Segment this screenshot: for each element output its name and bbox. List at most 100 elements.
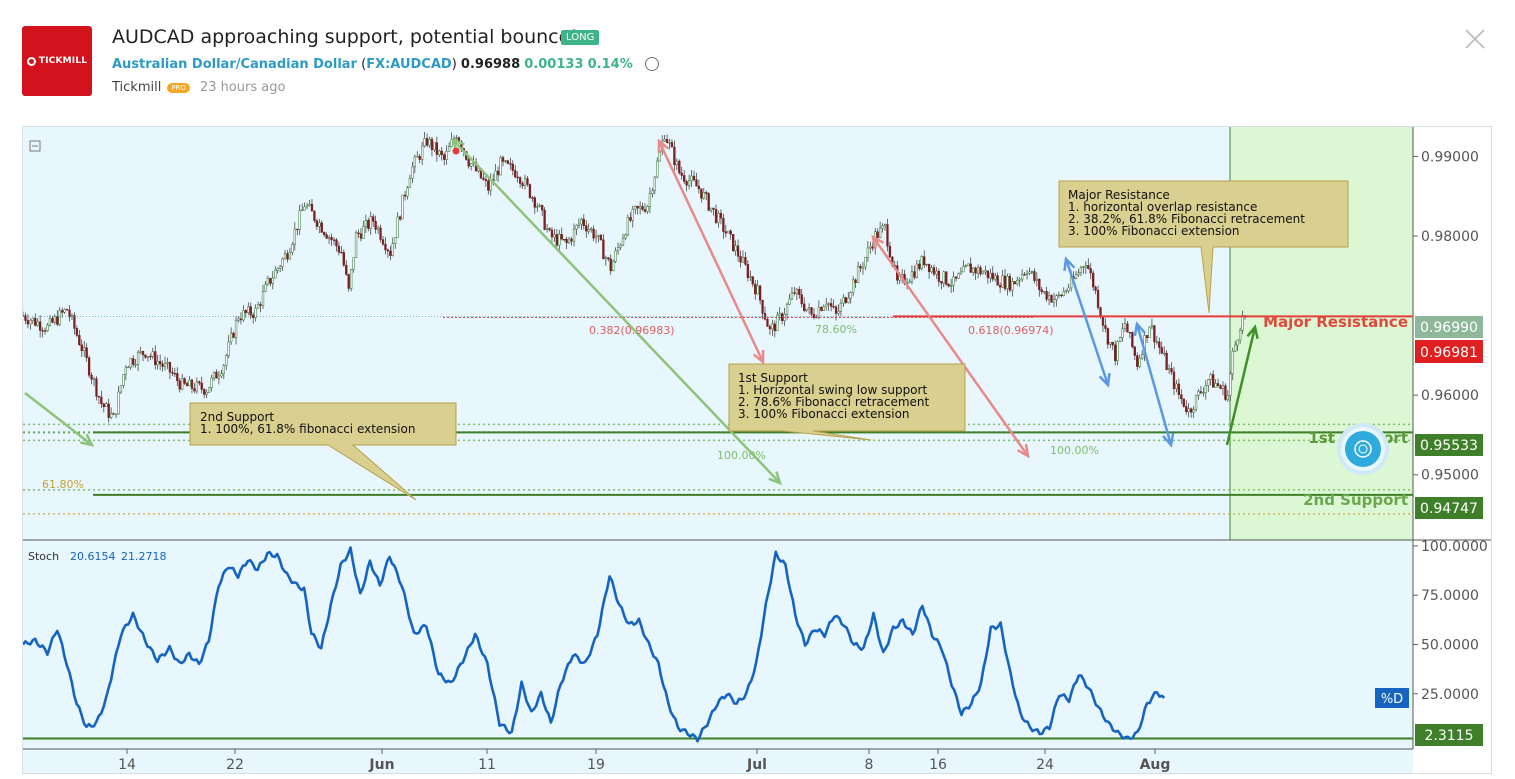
candle-body <box>673 146 676 166</box>
candle-body <box>506 160 510 164</box>
alarm-clock-icon[interactable] <box>644 56 659 71</box>
support2-price: 0.94747 <box>1420 501 1478 517</box>
candle-body <box>1118 337 1122 342</box>
symbol-change: 0.00133 <box>524 57 584 72</box>
candle-body <box>609 258 612 272</box>
support1-price: 0.95533 <box>1420 438 1478 454</box>
candle-body <box>95 378 98 397</box>
candle-body <box>565 238 568 244</box>
candle-body <box>969 263 972 273</box>
candle-body <box>643 209 647 212</box>
candle-body <box>781 313 784 321</box>
candle-body <box>1199 391 1203 393</box>
candle-body <box>51 318 54 323</box>
candle-body <box>602 239 605 260</box>
candle-body <box>303 206 306 211</box>
candle-body <box>340 252 343 254</box>
last-price-tag: 0.96981 <box>1415 340 1483 363</box>
candle-body <box>1096 290 1100 308</box>
candle-body <box>1167 368 1171 370</box>
candle-body <box>908 281 911 284</box>
candle-body <box>350 269 353 289</box>
stoch-title: Stoch <box>28 550 59 563</box>
symbol-name-link[interactable]: Australian Dollar/Canadian Dollar <box>112 57 357 72</box>
candle-body <box>514 170 517 178</box>
candle-body <box>998 285 1002 288</box>
long-badge: LONG <box>561 30 600 45</box>
price-tick-label: 0.96000 <box>1421 388 1479 404</box>
candle-body <box>134 364 137 366</box>
candle-body <box>85 347 88 359</box>
candle-body <box>854 279 857 283</box>
candle-body <box>594 236 598 239</box>
crosshair-button[interactable] <box>1337 423 1389 475</box>
time-ago: 23 hours ago <box>199 80 286 95</box>
candle-body <box>114 413 118 415</box>
candle-body <box>1123 323 1127 330</box>
callout-resistance-line-1: Major Resistance <box>1068 188 1170 202</box>
candle-body <box>239 318 243 321</box>
candle-body <box>1229 373 1232 396</box>
candle-body <box>34 317 37 326</box>
candle-body <box>301 209 304 212</box>
candle-body <box>771 323 774 330</box>
logo-text: TICKMILL <box>38 56 88 66</box>
candle-body <box>910 271 914 282</box>
symbol-ticker-link[interactable]: FX:AUDCAD <box>366 57 452 72</box>
candle-body <box>374 221 377 230</box>
candle-body <box>788 298 791 305</box>
candle-body <box>756 285 759 295</box>
close-icon[interactable] <box>1462 26 1488 52</box>
candle-body <box>1131 332 1134 348</box>
candle-body <box>87 357 91 376</box>
candle-body <box>690 175 693 181</box>
chart-panel[interactable]: 100.0000 75.0000 50.0000 25.0000 0.99000 0.9… <box>21 126 1492 774</box>
candle-body <box>406 187 409 197</box>
candle-body <box>176 373 179 381</box>
candle-body <box>1231 350 1234 375</box>
candle-body <box>749 276 752 278</box>
candle-body <box>653 176 656 192</box>
time-tick-label: Jul <box>746 757 767 773</box>
collapse-pane-icon[interactable] <box>29 140 41 152</box>
stoch-tick-label: 50.0000 <box>1421 638 1479 654</box>
candle-body <box>957 273 960 279</box>
candle-body <box>727 230 730 234</box>
candle-body <box>207 387 211 393</box>
candle-body <box>203 389 206 395</box>
candle-body <box>707 193 710 211</box>
candle-body <box>607 257 610 260</box>
candle-body <box>357 232 360 235</box>
candle-body <box>386 249 390 252</box>
candle-body <box>139 351 142 353</box>
candle-body <box>1038 278 1041 290</box>
candle-body <box>244 310 247 313</box>
candle-body <box>332 239 336 241</box>
candle-body <box>560 234 563 240</box>
candle-body <box>433 142 436 151</box>
candle-body <box>881 225 884 229</box>
candle-body <box>305 205 309 208</box>
candle-body <box>785 303 789 315</box>
candle-body <box>271 277 274 284</box>
candle-body <box>861 266 865 269</box>
logo-mark-icon <box>26 56 36 66</box>
symbol-row: Australian Dollar/Canadian Dollar (FX:AU… <box>112 56 659 72</box>
time-tick-label: Jun <box>368 757 394 773</box>
candle-body <box>1052 299 1056 303</box>
candle-body <box>563 238 566 241</box>
candle-body <box>1104 325 1107 329</box>
candle-body <box>1062 291 1065 296</box>
candle-body <box>1001 275 1004 288</box>
candle-body <box>283 253 287 260</box>
candle-body <box>105 403 108 408</box>
candle-body <box>1133 346 1136 356</box>
candle-body <box>705 192 708 194</box>
candle-body <box>920 256 923 269</box>
candle-body <box>915 263 918 278</box>
fib-arrow-green-1-head <box>80 433 95 447</box>
candle-body <box>43 330 47 332</box>
candle-body <box>837 311 840 314</box>
author-name[interactable]: Tickmill <box>112 80 162 95</box>
